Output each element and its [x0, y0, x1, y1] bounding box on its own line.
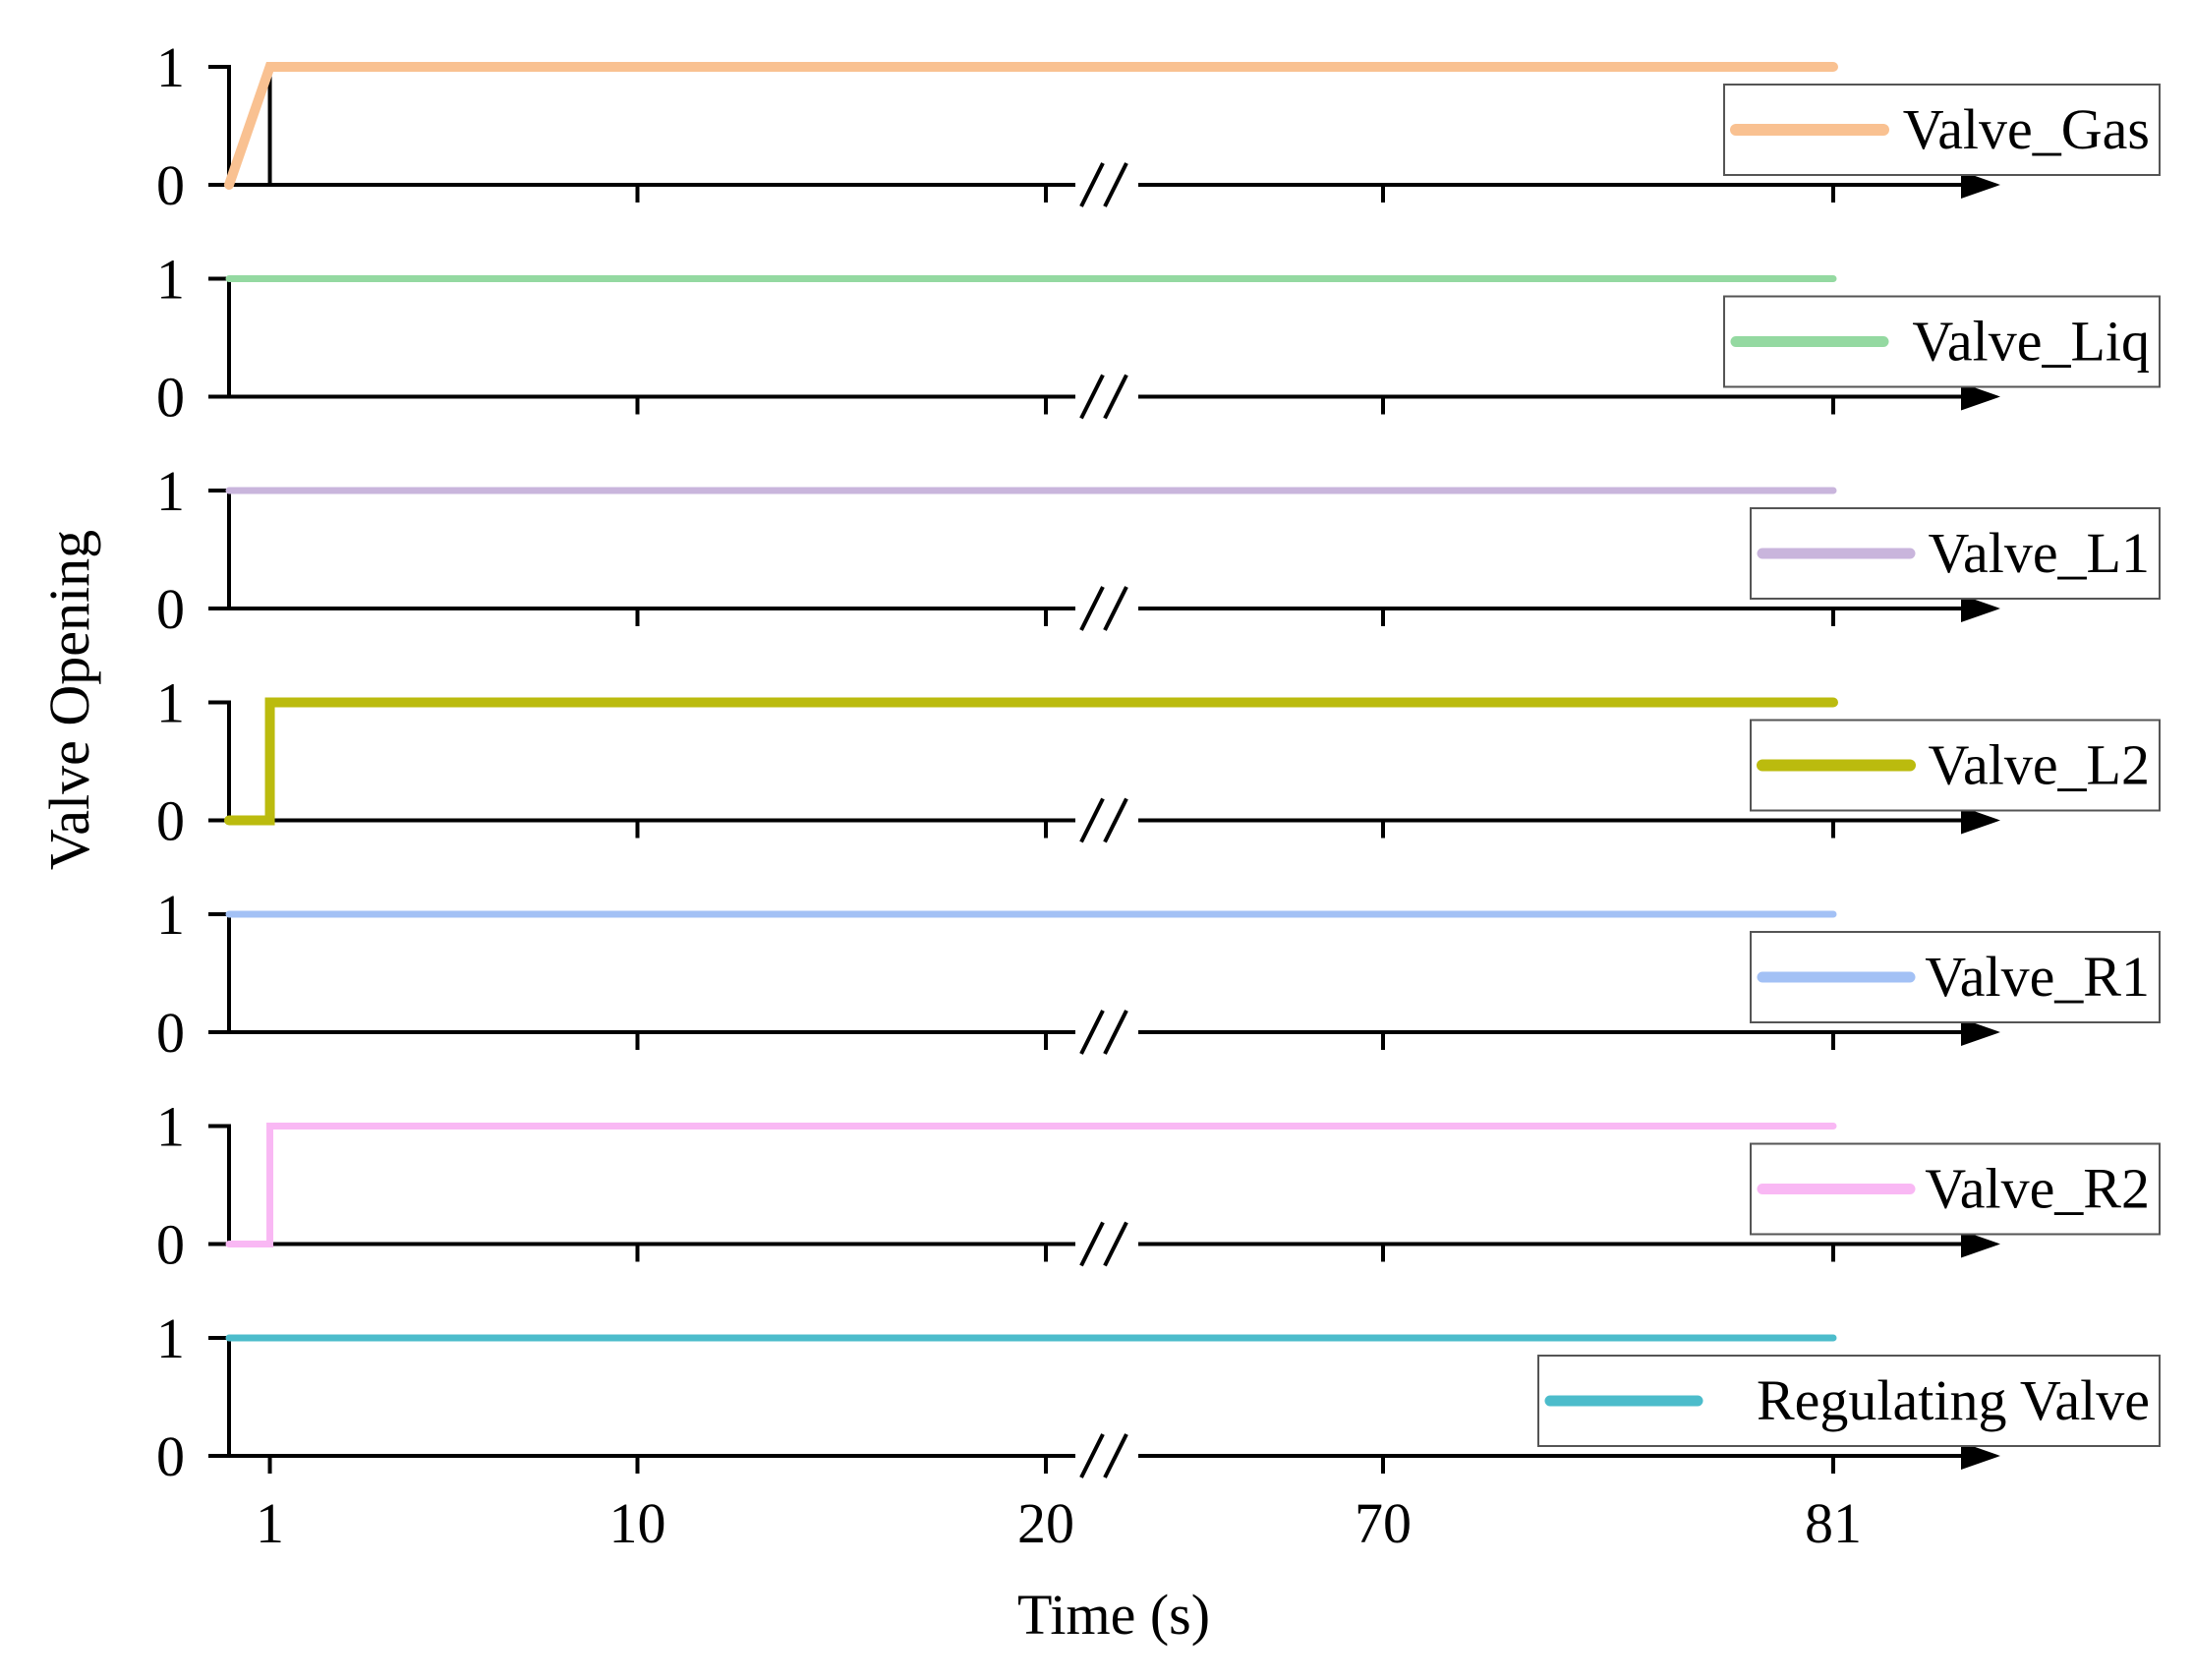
- series-line-valve-r2: [225, 1123, 1837, 1247]
- axis-break-mark: [1079, 1221, 1105, 1267]
- axis-break-mark: [1103, 1433, 1128, 1478]
- axis-break-mark: [1079, 1433, 1105, 1478]
- y-tick-label-0: 0: [156, 1424, 185, 1488]
- y-tick-label-0: 0: [156, 1001, 185, 1065]
- y-tick-label-0: 0: [156, 1213, 185, 1277]
- x-axis-arrow: [1961, 1230, 2000, 1258]
- axis-break-mark: [1079, 586, 1105, 631]
- x-tick-label-10: 10: [609, 1491, 666, 1555]
- x-axis-arrow: [1961, 806, 2000, 835]
- x-tick-label-20: 20: [1017, 1491, 1074, 1555]
- axis-break-mark: [1103, 797, 1128, 843]
- x-axis-arrow: [1961, 595, 2000, 622]
- axis-break-mark: [1079, 374, 1105, 420]
- y-tick-label-1: 1: [156, 1306, 185, 1370]
- y-tick-label-1: 1: [156, 248, 185, 312]
- x-axis-label: Time (s): [1017, 1583, 1210, 1647]
- legend-label: Valve_Liq: [1912, 310, 2150, 374]
- legend-label: Valve_L2: [1929, 733, 2151, 797]
- x-tick-label-1: 1: [256, 1491, 284, 1555]
- legend-label: Valve_R1: [1925, 945, 2150, 1009]
- legend-label: Valve_R2: [1925, 1157, 2150, 1221]
- y-tick-label-1: 1: [156, 35, 185, 99]
- axis-break-mark: [1103, 586, 1128, 631]
- y-tick-label-0: 0: [156, 153, 185, 217]
- y-tick-label-1: 1: [156, 883, 185, 947]
- axis-break-mark: [1079, 797, 1105, 843]
- y-tick-label-0: 0: [156, 366, 185, 430]
- axis-break-mark: [1103, 1010, 1128, 1055]
- axis-break-mark: [1079, 1010, 1105, 1055]
- y-tick-label-1: 1: [156, 671, 185, 735]
- axis-break-mark: [1103, 1221, 1128, 1267]
- x-axis-arrow: [1961, 171, 2000, 199]
- series-line-valve-l2: [224, 697, 1838, 826]
- x-axis-arrow: [1961, 1018, 2000, 1046]
- legend-label: Regulating Valve: [1757, 1368, 2150, 1432]
- y-tick-label-1: 1: [156, 1095, 185, 1159]
- axis-break-mark: [1103, 374, 1128, 420]
- axis-break-mark: [1103, 162, 1128, 207]
- x-tick-label-70: 70: [1355, 1491, 1412, 1555]
- axis-break-mark: [1079, 162, 1105, 207]
- legend-label: Valve_Gas: [1903, 97, 2150, 161]
- y-tick-label-0: 0: [156, 789, 185, 853]
- y-axis-label: Valve Opening: [37, 530, 101, 870]
- legend-label: Valve_L1: [1929, 521, 2151, 585]
- series-line-valve-gas: [224, 62, 1838, 190]
- x-tick-label-81: 81: [1805, 1491, 1862, 1555]
- y-tick-label-0: 0: [156, 577, 185, 641]
- x-axis-arrow: [1961, 382, 2000, 411]
- x-axis-arrow: [1961, 1442, 2000, 1470]
- legend-box: [1723, 84, 2161, 176]
- y-tick-label-1: 1: [156, 459, 185, 523]
